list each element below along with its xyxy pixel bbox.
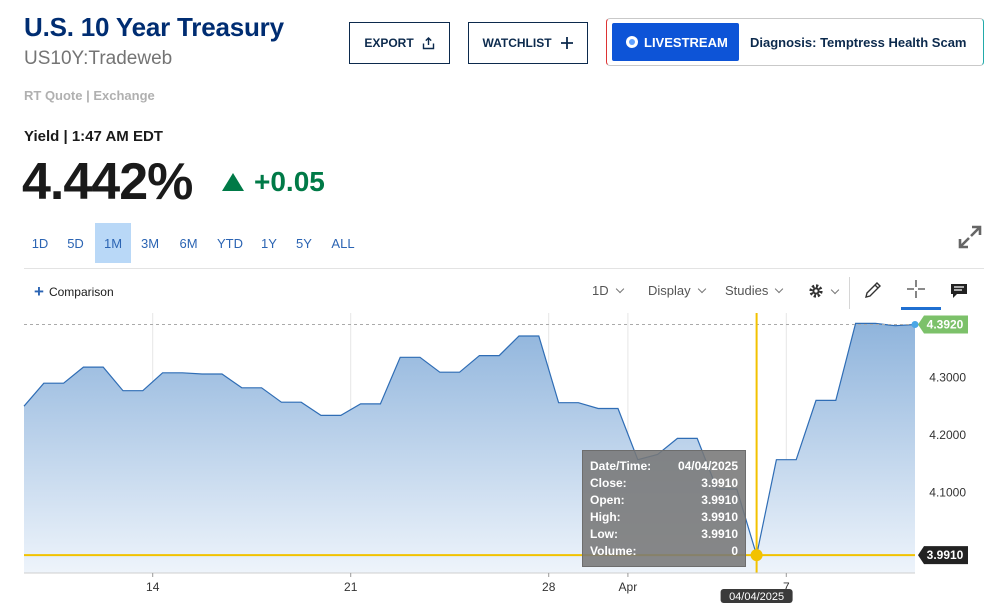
crosshair-dot bbox=[750, 549, 763, 562]
tooltip-high-label: High: bbox=[590, 510, 621, 524]
x-axis: 14 21 28 Apr 7 bbox=[146, 573, 790, 594]
tooltip-close-value: 3.9910 bbox=[701, 476, 738, 490]
draw-tool-button[interactable] bbox=[863, 280, 883, 300]
expand-icon[interactable] bbox=[957, 224, 983, 250]
range-5y[interactable]: 5Y bbox=[296, 235, 312, 251]
range-5d[interactable]: 5D bbox=[67, 235, 84, 251]
price-area bbox=[24, 323, 915, 573]
pencil-icon bbox=[865, 282, 881, 298]
tooltip-volume-label: Volume: bbox=[590, 544, 637, 558]
plus-icon bbox=[560, 36, 574, 50]
crosshair-icon bbox=[907, 280, 925, 298]
x-tick-label: 21 bbox=[344, 580, 358, 594]
crosshair-date-text: 04/04/2025 bbox=[729, 591, 784, 603]
comment-icon bbox=[951, 284, 967, 298]
comparison-label: Comparison bbox=[48, 285, 114, 299]
price-value: 4.442% bbox=[22, 153, 193, 211]
price-line bbox=[23, 322, 916, 556]
display-label: Display bbox=[648, 283, 691, 298]
settings-dropdown[interactable] bbox=[808, 283, 840, 299]
last-value-dot bbox=[911, 321, 919, 329]
y-tick-label: 4.2000 bbox=[929, 428, 966, 442]
interval-label: 1D bbox=[592, 283, 609, 298]
studies-dropdown[interactable]: Studies bbox=[725, 283, 784, 298]
range-ytd[interactable]: YTD bbox=[217, 235, 243, 251]
x-tick-label: 7 bbox=[783, 580, 790, 594]
range-1y[interactable]: 1Y bbox=[261, 235, 277, 251]
tooltip-low-row: Low: 3.9910 bbox=[590, 527, 738, 544]
live-dot-icon bbox=[626, 36, 638, 48]
tooltip-open-row: Open: 3.9910 bbox=[590, 493, 738, 510]
gear-icon bbox=[809, 284, 823, 298]
livestream-label: LIVESTREAM bbox=[644, 34, 728, 50]
watchlist-button[interactable]: WATCHLIST bbox=[468, 22, 588, 64]
watchlist-label: WATCHLIST bbox=[482, 36, 552, 50]
crosshair-value-text: 3.9910 bbox=[927, 548, 964, 562]
tooltip-volume-value: 0 bbox=[731, 544, 738, 558]
last-value-badge: 4.3920 bbox=[918, 315, 968, 334]
crosshair-active-indicator bbox=[901, 307, 941, 310]
range-1d[interactable]: 1D bbox=[31, 235, 49, 251]
tooltip-volume-row: Volume: 0 bbox=[590, 544, 738, 561]
rt-quote-label: RT Quote | Exchange bbox=[24, 88, 155, 103]
studies-label: Studies bbox=[725, 283, 769, 298]
livestream-title[interactable]: Diagnosis: Temptress Health Scam bbox=[750, 34, 967, 50]
share-icon bbox=[422, 36, 435, 50]
display-dropdown[interactable]: Display bbox=[648, 283, 706, 298]
export-label: EXPORT bbox=[364, 36, 414, 50]
tooltip-low-label: Low: bbox=[590, 527, 618, 541]
tooltip-high-row: High: 3.9910 bbox=[590, 510, 738, 527]
tooltip-open-value: 3.9910 bbox=[701, 493, 738, 507]
x-tick-label: 14 bbox=[146, 580, 160, 594]
change-value: +0.05 bbox=[254, 166, 325, 197]
tooltip-high-value: 3.9910 bbox=[701, 510, 738, 524]
range-6m[interactable]: 6M bbox=[179, 235, 198, 251]
livestream-banner[interactable]: LIVESTREAM Diagnosis: Temptress Health S… bbox=[606, 18, 984, 66]
plus-icon: + bbox=[34, 282, 44, 301]
price-change: +0.05 bbox=[222, 166, 325, 198]
range-1m[interactable]: 1M bbox=[95, 223, 131, 263]
export-button[interactable]: EXPORT bbox=[349, 22, 450, 64]
tooltip-close-row: Close: 3.9910 bbox=[590, 476, 738, 493]
y-axis: 4.3000 4.2000 4.1000 bbox=[929, 370, 966, 499]
x-tick-label: 28 bbox=[542, 580, 556, 594]
yield-timestamp: Yield | 1:47 AM EDT bbox=[24, 128, 163, 145]
tooltip-low-value: 3.9910 bbox=[701, 527, 738, 541]
y-tick-label: 4.3000 bbox=[929, 370, 966, 384]
tooltip-open-label: Open: bbox=[590, 493, 625, 507]
last-value-text: 4.3920 bbox=[927, 318, 964, 332]
toolbar-divider bbox=[849, 277, 850, 309]
range-3m[interactable]: 3M bbox=[140, 235, 160, 251]
tooltip-datetime-value: 04/04/2025 bbox=[677, 459, 738, 473]
up-triangle-icon bbox=[222, 173, 244, 191]
crosshair-tool-button[interactable] bbox=[906, 279, 926, 299]
symbol-label: US10Y:Tradeweb bbox=[24, 48, 173, 69]
range-all[interactable]: ALL bbox=[331, 235, 355, 251]
data-tooltip: Date/Time: 04/04/2025 Close: 3.9910 Open… bbox=[582, 450, 746, 567]
page-title: U.S. 10 Year Treasury bbox=[24, 12, 284, 42]
interval-dropdown[interactable]: 1D bbox=[592, 283, 624, 298]
tooltip-datetime-row: Date/Time: 04/04/2025 bbox=[590, 459, 738, 476]
chart-divider bbox=[24, 268, 984, 269]
crosshair-value-badge: 3.9910 bbox=[918, 546, 968, 565]
crosshair-date-badge: 04/04/2025 bbox=[720, 589, 793, 603]
tooltip-close-label: Close: bbox=[590, 476, 627, 490]
livestream-button[interactable]: LIVESTREAM bbox=[612, 23, 739, 61]
range-selector: 1D 5D 1M 3M 6M YTD 1Y 5Y ALL bbox=[24, 223, 364, 263]
x-tick-label: Apr bbox=[619, 580, 638, 594]
comparison-button[interactable]: + Comparison bbox=[34, 282, 114, 301]
tooltip-datetime-label: Date/Time: bbox=[590, 459, 652, 473]
y-tick-label: 4.1000 bbox=[929, 485, 966, 499]
comment-tool-button[interactable] bbox=[950, 282, 968, 300]
